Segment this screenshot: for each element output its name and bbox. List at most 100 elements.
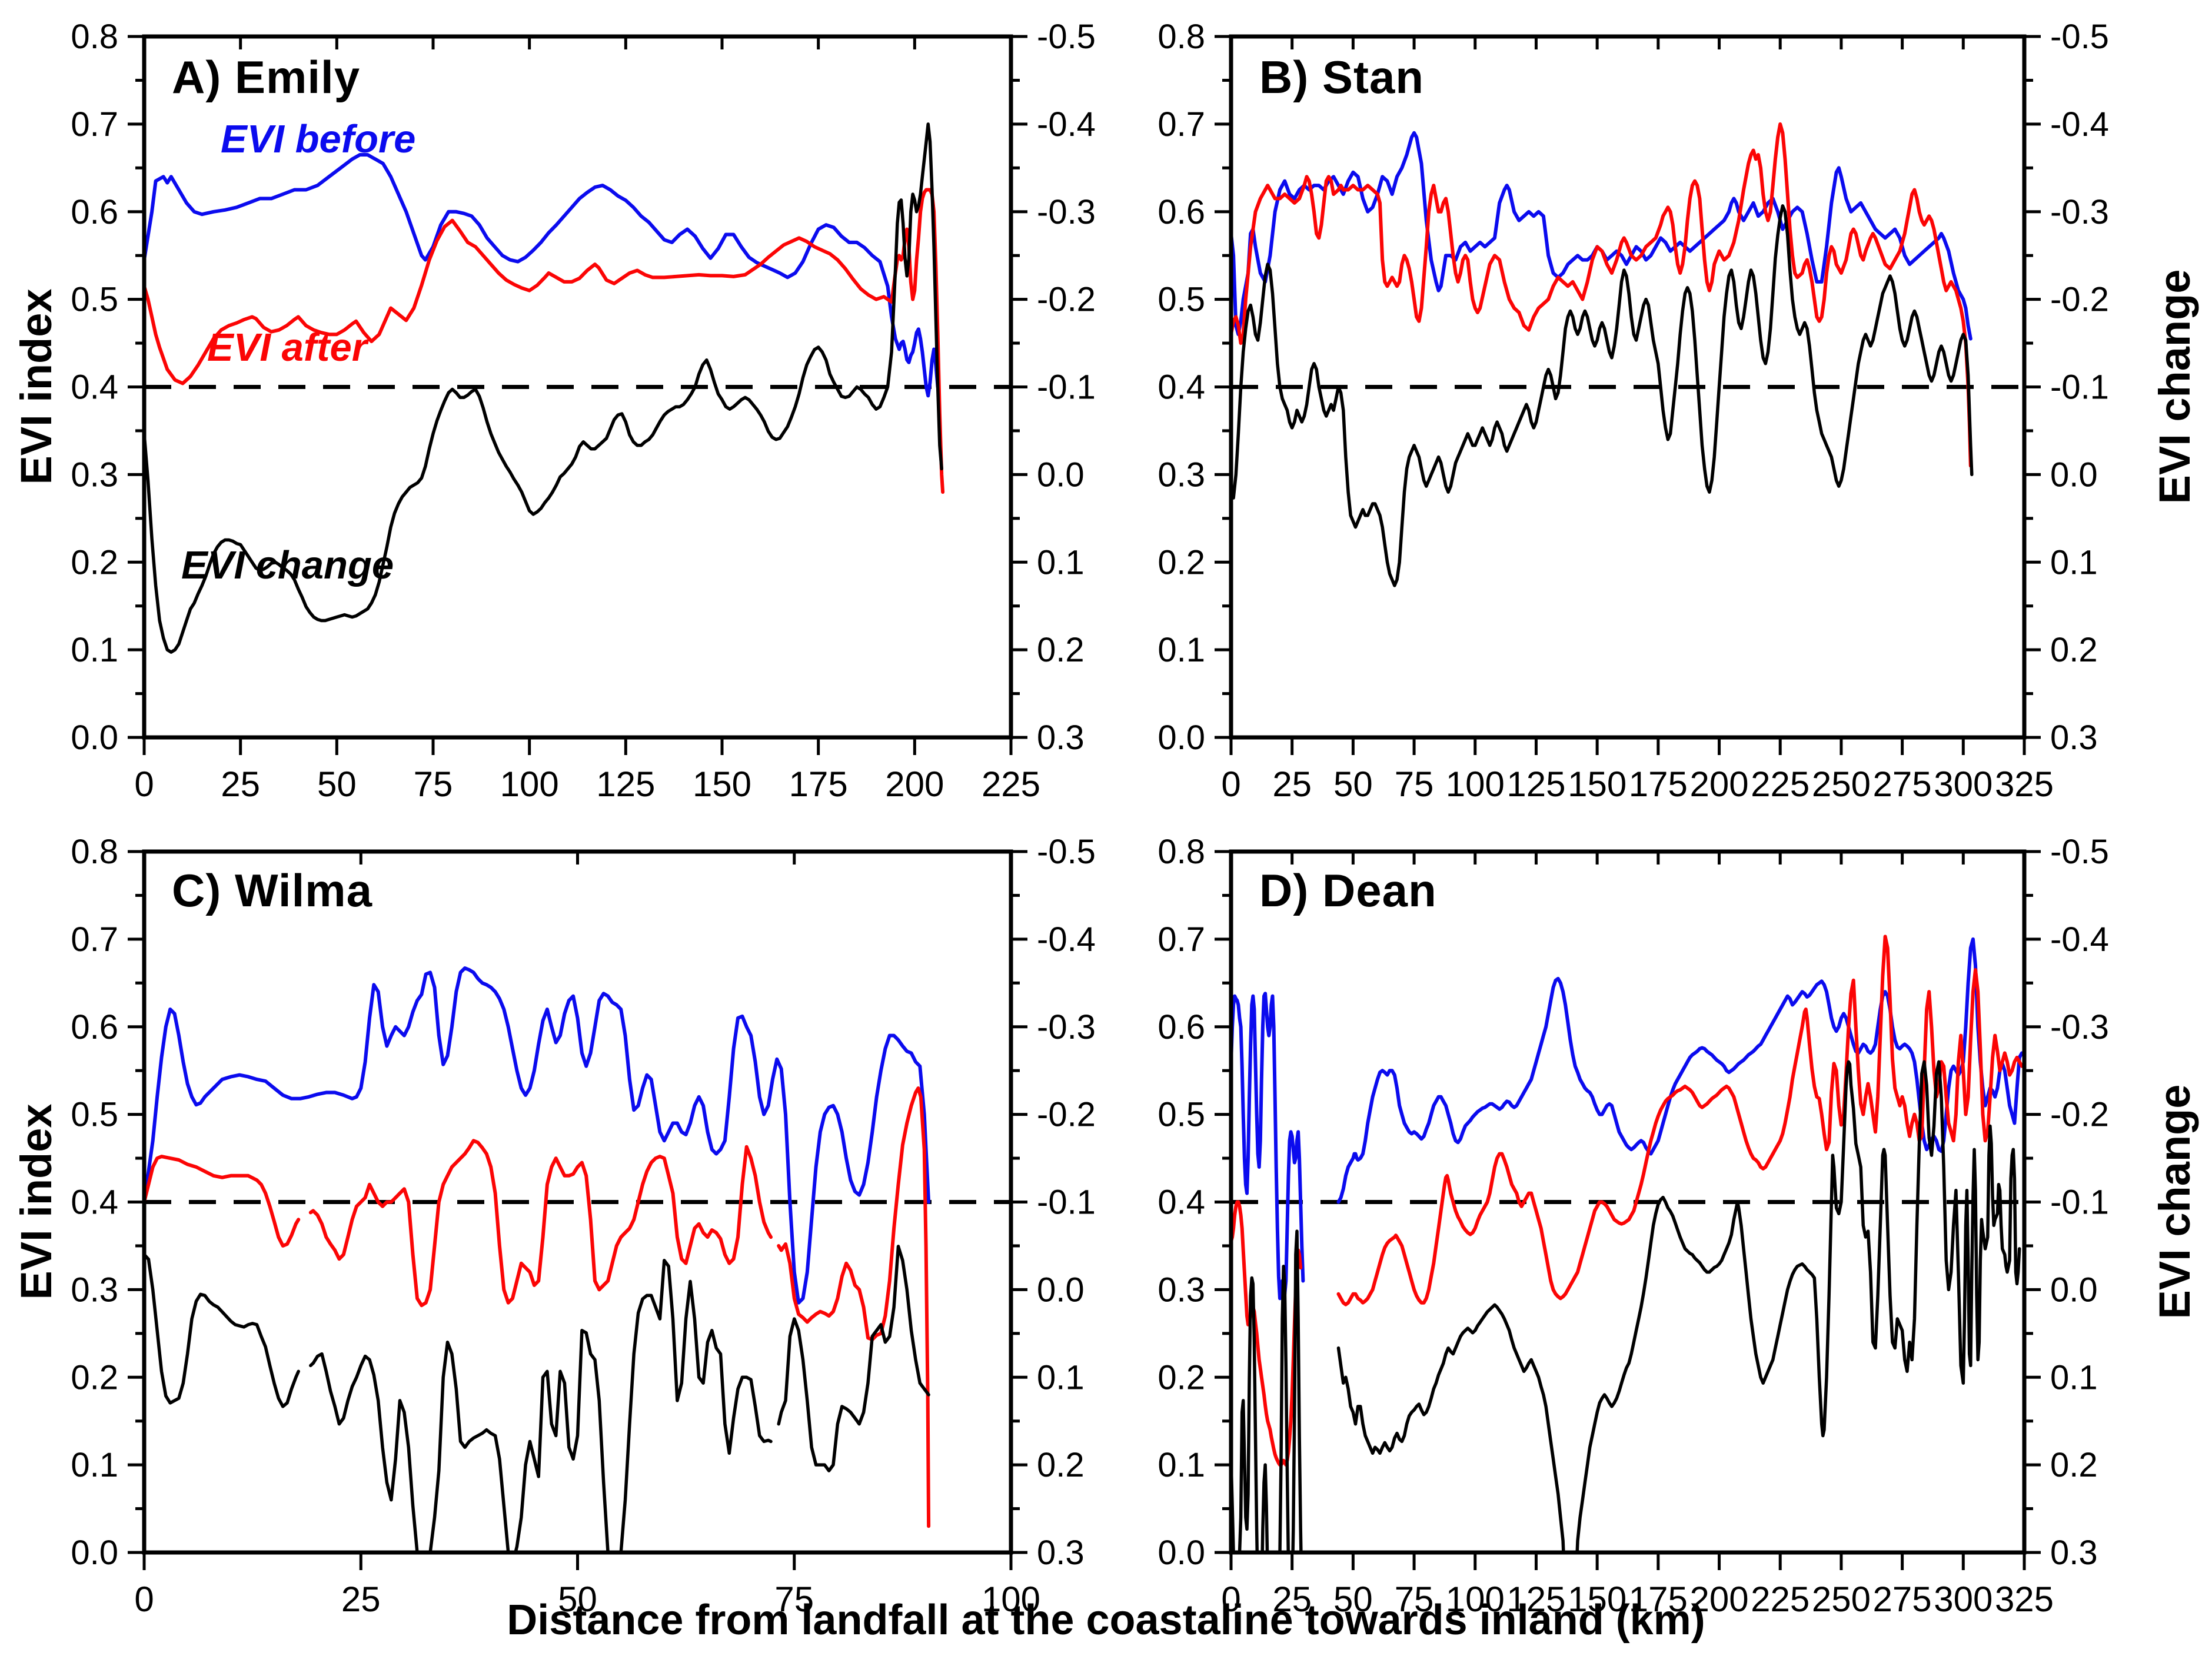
x-tick-label: 0 <box>134 764 154 804</box>
y-tick-label-right: -0.3 <box>2050 193 2109 231</box>
y-tick-label-left: 0.4 <box>1157 1183 1205 1222</box>
y-tick-label-right: 0.1 <box>1037 543 1085 581</box>
x-tick-label: 100 <box>982 1580 1040 1619</box>
y-tick-label-left: 0.0 <box>71 1534 118 1572</box>
y-tick-label-right: 0.3 <box>2050 1534 2098 1572</box>
y-tick-label-left: 0.5 <box>1157 1096 1205 1134</box>
x-tick-label: 200 <box>1689 764 1748 804</box>
x-tick-label: 125 <box>596 764 655 804</box>
panel-b-title: B) Stan <box>1259 51 1424 103</box>
x-tick-label: 150 <box>1568 764 1626 804</box>
y-tick-label-left: 0.5 <box>71 281 118 319</box>
x-tick-label: 100 <box>500 764 559 804</box>
series-line-evi-before <box>144 153 940 398</box>
x-tick-label: 250 <box>1812 1580 1871 1619</box>
y-tick-label-left: 0.6 <box>1157 1008 1205 1046</box>
y-tick-label-left: 0.0 <box>1157 1534 1205 1572</box>
x-tick-label: 175 <box>789 764 848 804</box>
series-line-evi-change <box>1231 1060 2021 1552</box>
y-tick-label-right: 0.0 <box>2050 1271 2098 1309</box>
x-tick-label: 200 <box>885 764 944 804</box>
y-tick-label-right: 0.0 <box>1037 1271 1085 1309</box>
y-tick-label-left: 0.2 <box>71 543 118 581</box>
x-tick-label: 100 <box>1446 1580 1505 1619</box>
y-tick-label-left: 0.5 <box>1157 281 1205 319</box>
y-axis-label-evi-change-bottom: EVI change <box>2150 1084 2199 1319</box>
y-tick-label-left: 0.8 <box>1157 833 1205 871</box>
x-tick-label: 125 <box>1506 1580 1565 1619</box>
y-tick-label-left: 0.7 <box>1157 105 1205 144</box>
y-tick-label-right: 0.1 <box>1037 1358 1085 1397</box>
y-tick-label-right: -0.1 <box>1037 368 1096 407</box>
x-tick-label: 325 <box>1995 764 2054 804</box>
y-tick-label-left: 0.3 <box>1157 1271 1205 1309</box>
x-axis-label: Distance from landfall at the coastaline… <box>507 1597 1705 1644</box>
series-line-evi-change <box>1231 204 1974 587</box>
y-tick-label-right: -0.1 <box>2050 368 2109 407</box>
x-tick-label: 75 <box>774 1580 814 1619</box>
y-tick-label-right: -0.4 <box>2050 105 2109 144</box>
y-tick-label-right: -0.2 <box>2050 1096 2109 1134</box>
panel-C: 0.0 0.3 0.1 0.2 0.2 0.1 0.3 0.0 0.4 -0.1 0.5 -0.2 0.… <box>71 833 1096 1619</box>
panel-A: 0.0 0.3 0.1 0.2 0.2 0.1 0.3 0.0 0.4 -0.1 0.5 -0.2 0.… <box>71 18 1096 804</box>
y-tick-label-left: 0.1 <box>1157 1446 1205 1484</box>
series-line-evi-before <box>144 966 931 1305</box>
series-line-evi-after <box>144 1086 931 1528</box>
x-tick-label: 125 <box>1506 764 1565 804</box>
y-tick-label-right: 0.2 <box>1037 1446 1085 1484</box>
legend-evi-change: EVI change <box>181 543 394 587</box>
y-tick-label-right: 0.0 <box>2050 456 2098 494</box>
y-tick-label-right: -0.3 <box>2050 1008 2109 1046</box>
series-line-evi-change <box>144 122 943 654</box>
y-tick-label-right: 0.3 <box>2050 719 2098 757</box>
x-tick-label: 325 <box>1995 1580 2054 1619</box>
y-tick-label-left: 0.3 <box>71 1271 118 1309</box>
y-tick-label-right: 0.2 <box>2050 1446 2098 1484</box>
x-tick-label: 75 <box>1395 1580 1434 1619</box>
y-tick-label-left: 0.1 <box>71 631 118 669</box>
y-tick-label-right: -0.4 <box>1037 105 1096 144</box>
legend-evi-after: EVI after <box>207 325 367 370</box>
y-tick-label-right: 0.0 <box>1037 456 1085 494</box>
x-tick-label: 50 <box>558 1580 597 1619</box>
x-tick-label: 50 <box>317 764 357 804</box>
x-tick-label: 250 <box>1812 764 1871 804</box>
y-tick-label-right: 0.1 <box>2050 1358 2098 1397</box>
y-tick-label-left: 0.2 <box>71 1358 118 1397</box>
y-tick-label-right: -0.5 <box>1037 18 1096 56</box>
y-tick-label-left: 0.0 <box>71 719 118 757</box>
x-tick-label: 0 <box>1221 1580 1240 1619</box>
x-tick-label: 50 <box>1333 764 1373 804</box>
y-tick-label-right: -0.3 <box>1037 193 1096 231</box>
panel-B: 0.0 0.3 0.1 0.2 0.2 0.1 0.3 0.0 0.4 -0.1 0.5 -0.2 0.… <box>1157 18 2109 804</box>
legend-evi-before: EVI before <box>221 117 416 161</box>
panel-d-title: D) Dean <box>1259 865 1437 916</box>
x-tick-label: 50 <box>1333 1580 1373 1619</box>
y-tick-label-left: 0.1 <box>1157 631 1205 669</box>
y-tick-label-left: 0.4 <box>1157 368 1205 407</box>
y-tick-label-right: 0.2 <box>1037 631 1085 669</box>
series-line-evi-before <box>1231 131 1972 341</box>
x-tick-label: 0 <box>134 1580 154 1619</box>
series-line-evi-before <box>1231 937 2024 1301</box>
y-tick-label-left: 0.3 <box>1157 456 1205 494</box>
x-tick-label: 225 <box>1751 1580 1809 1619</box>
x-tick-label: 175 <box>1629 1580 1688 1619</box>
y-tick-label-left: 0.1 <box>71 1446 118 1484</box>
x-tick-label: 25 <box>1272 1580 1312 1619</box>
x-tick-label: 150 <box>1568 1580 1626 1619</box>
panel-c-title: C) Wilma <box>172 865 372 916</box>
series-line-evi-change <box>144 1245 930 1552</box>
x-tick-label: 0 <box>1221 764 1240 804</box>
series-line-evi-after <box>144 188 945 494</box>
y-tick-label-right: -0.2 <box>1037 281 1096 319</box>
y-tick-label-right: -0.2 <box>1037 1096 1096 1134</box>
y-axis-label-evi-change-top: EVI change <box>2150 269 2199 504</box>
y-tick-label-left: 0.8 <box>71 833 118 871</box>
x-tick-label: 175 <box>1629 764 1688 804</box>
y-tick-label-left: 0.6 <box>71 1008 118 1046</box>
x-tick-label: 25 <box>341 1580 381 1619</box>
y-tick-label-left: 0.8 <box>71 18 118 56</box>
